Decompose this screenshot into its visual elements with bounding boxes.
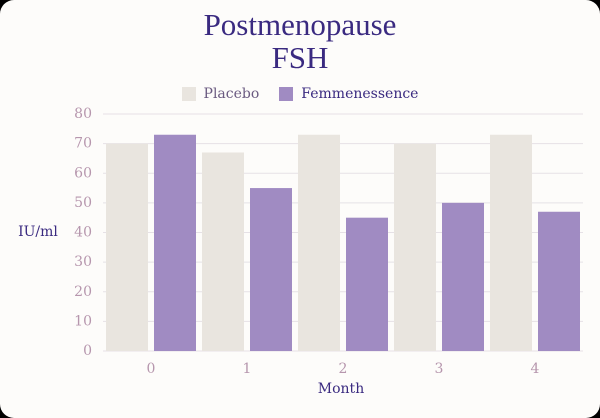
bar [394,143,436,351]
y-tick-label: 0 [83,343,92,359]
bar [154,134,196,351]
y-tick-label: 20 [74,284,92,300]
legend-item[interactable]: Femmenessence [279,86,418,102]
x-tick-label: 3 [435,361,444,377]
y-tick-label: 80 [74,106,92,122]
y-tick-label: 70 [74,136,92,152]
legend-swatch [181,87,196,101]
legend-label: Femmenessence [301,86,419,102]
legend-swatch [279,87,294,101]
bar [250,188,292,351]
y-tick-label: 50 [74,195,92,211]
y-tick-label: 60 [74,165,92,181]
y-tick-label: 10 [74,313,92,329]
bar [106,143,148,351]
bar [442,202,484,351]
legend-label: Placebo [203,86,260,102]
y-axis-label: IU/ml [18,224,58,240]
x-tick-label: 0 [147,361,156,377]
x-tick-label: 2 [339,361,348,377]
y-tick-label: 40 [74,225,92,241]
bar [490,134,532,351]
x-axis-label: Month [318,381,364,397]
legend-item[interactable]: Placebo [181,86,260,102]
x-tick-label: 1 [243,361,252,377]
bar [538,211,580,351]
bar [202,152,244,351]
legend: Placebo Femmenessence [0,86,600,102]
chart-title: Postmenopause FSH [203,7,397,75]
bar [298,134,340,351]
x-tick-label: 4 [531,361,540,377]
y-tick-label: 30 [74,254,92,270]
bar [346,217,388,351]
